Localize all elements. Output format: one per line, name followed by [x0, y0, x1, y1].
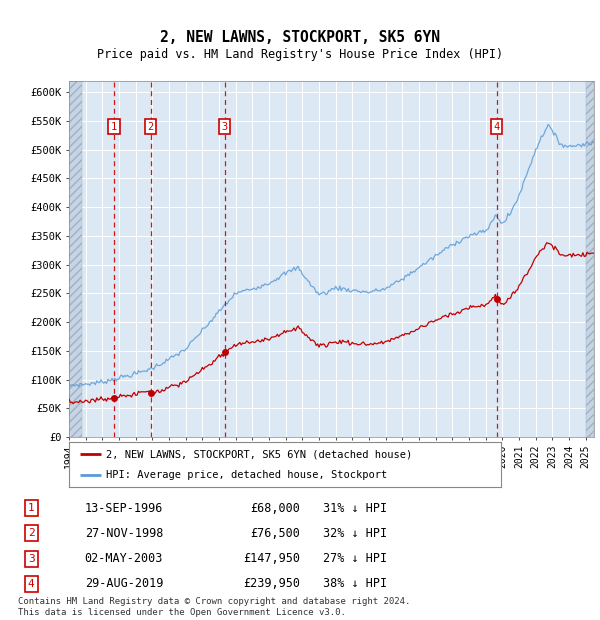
Text: 4: 4 [494, 122, 500, 131]
Text: £147,950: £147,950 [243, 552, 300, 565]
Bar [586, 81, 594, 437]
Text: 1: 1 [111, 122, 117, 131]
Text: 1: 1 [28, 503, 34, 513]
Text: £239,950: £239,950 [243, 577, 300, 590]
Text: Price paid vs. HM Land Registry's House Price Index (HPI): Price paid vs. HM Land Registry's House … [97, 48, 503, 61]
Text: 31% ↓ HPI: 31% ↓ HPI [323, 502, 388, 515]
Text: 29-AUG-2019: 29-AUG-2019 [85, 577, 163, 590]
Text: 3: 3 [221, 122, 227, 131]
Text: 02-MAY-2003: 02-MAY-2003 [85, 552, 163, 565]
Bar [69, 81, 82, 437]
Text: 13-SEP-1996: 13-SEP-1996 [85, 502, 163, 515]
Text: 3: 3 [28, 554, 34, 564]
Text: 27% ↓ HPI: 27% ↓ HPI [323, 552, 388, 565]
Text: 2: 2 [28, 528, 34, 538]
Text: £76,500: £76,500 [250, 527, 300, 540]
Text: 4: 4 [28, 579, 34, 589]
Text: 38% ↓ HPI: 38% ↓ HPI [323, 577, 388, 590]
Text: HPI: Average price, detached house, Stockport: HPI: Average price, detached house, Stoc… [106, 469, 387, 480]
Text: Contains HM Land Registry data © Crown copyright and database right 2024.
This d: Contains HM Land Registry data © Crown c… [18, 598, 410, 617]
Text: 2, NEW LAWNS, STOCKPORT, SK5 6YN (detached house): 2, NEW LAWNS, STOCKPORT, SK5 6YN (detach… [106, 449, 412, 459]
Text: 2, NEW LAWNS, STOCKPORT, SK5 6YN: 2, NEW LAWNS, STOCKPORT, SK5 6YN [160, 30, 440, 45]
Text: 32% ↓ HPI: 32% ↓ HPI [323, 527, 388, 540]
Text: £68,000: £68,000 [250, 502, 300, 515]
Text: 27-NOV-1998: 27-NOV-1998 [85, 527, 163, 540]
Text: 2: 2 [148, 122, 154, 131]
